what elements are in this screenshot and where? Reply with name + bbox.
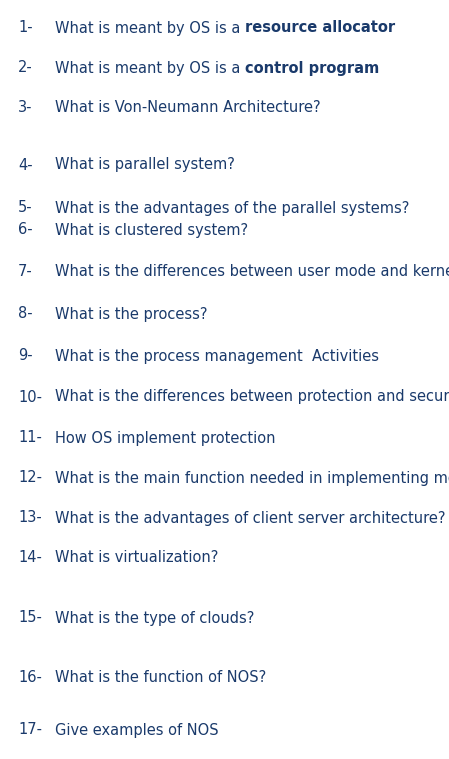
Text: 17-: 17- <box>18 723 42 738</box>
Text: What is the function of NOS?: What is the function of NOS? <box>55 670 266 685</box>
Text: 15-: 15- <box>18 610 42 625</box>
Text: Give examples of NOS: Give examples of NOS <box>55 723 219 738</box>
Text: 2-: 2- <box>18 61 33 75</box>
Text: 12-: 12- <box>18 471 42 486</box>
Text: control program: control program <box>245 61 379 75</box>
Text: 14-: 14- <box>18 550 42 565</box>
Text: What is the differences between protection and security?: What is the differences between protecti… <box>55 389 449 405</box>
Text: What is the type of clouds?: What is the type of clouds? <box>55 610 255 625</box>
Text: How OS implement protection: How OS implement protection <box>55 430 276 446</box>
Text: What is Von-Neumann Architecture?: What is Von-Neumann Architecture? <box>55 100 321 115</box>
Text: What is the advantages of the parallel systems?: What is the advantages of the parallel s… <box>55 200 409 216</box>
Text: 16-: 16- <box>18 670 42 685</box>
Text: 3-: 3- <box>18 100 32 115</box>
Text: 11-: 11- <box>18 430 42 446</box>
Text: 8-: 8- <box>18 307 33 322</box>
Text: 10-: 10- <box>18 389 42 405</box>
Text: 9-: 9- <box>18 348 33 364</box>
Text: 7-: 7- <box>18 264 33 279</box>
Text: What is meant by OS is a: What is meant by OS is a <box>55 20 245 36</box>
Text: 6-: 6- <box>18 222 33 238</box>
Text: 13-: 13- <box>18 511 42 525</box>
Text: What is the advantages of client server architecture?: What is the advantages of client server … <box>55 511 445 525</box>
Text: 5-: 5- <box>18 200 33 216</box>
Text: What is the main function needed in implementing mobile OS: What is the main function needed in impl… <box>55 471 449 486</box>
Text: What is clustered system?: What is clustered system? <box>55 222 248 238</box>
Text: What is the process?: What is the process? <box>55 307 207 322</box>
Text: What is parallel system?: What is parallel system? <box>55 158 235 172</box>
Text: What is virtualization?: What is virtualization? <box>55 550 218 565</box>
Text: 4-: 4- <box>18 158 33 172</box>
Text: What is the process management  Activities: What is the process management Activitie… <box>55 348 379 364</box>
Text: What is the differences between user mode and kernel mode?: What is the differences between user mod… <box>55 264 449 279</box>
Text: 1-: 1- <box>18 20 33 36</box>
Text: resource allocator: resource allocator <box>245 20 395 36</box>
Text: What is meant by OS is a: What is meant by OS is a <box>55 61 245 75</box>
